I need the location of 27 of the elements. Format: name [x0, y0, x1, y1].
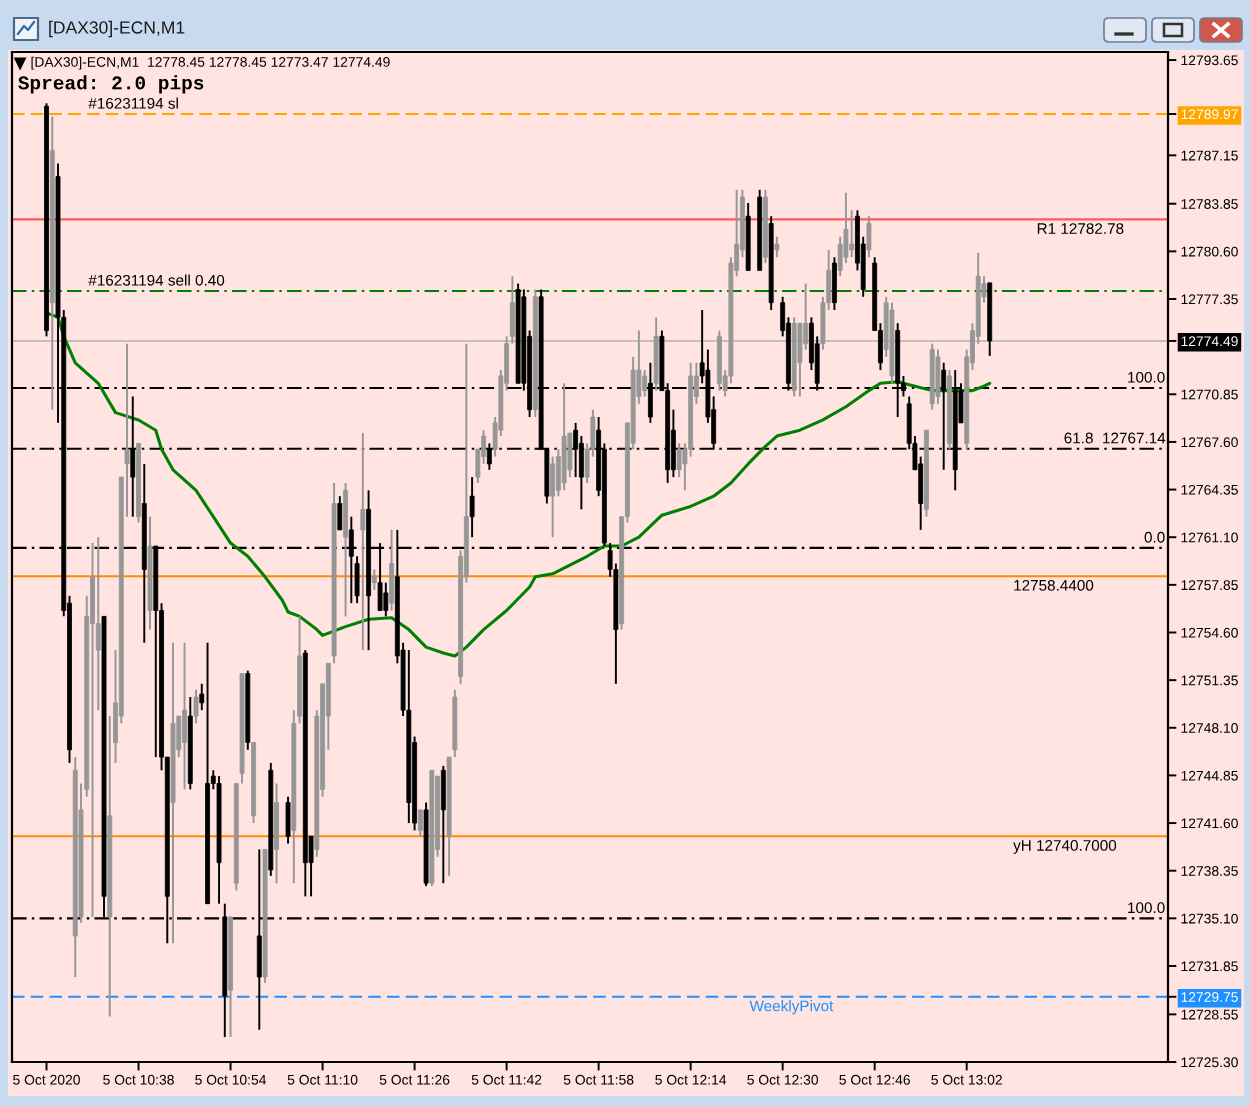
- candlestick: [193, 688, 199, 725]
- candlestick: [360, 432, 366, 652]
- candlestick: [561, 382, 567, 492]
- candlestick: [642, 369, 648, 398]
- candlestick: [866, 215, 872, 259]
- candlestick: [383, 581, 389, 618]
- candlestick: [337, 495, 343, 531]
- candlestick: [417, 808, 423, 838]
- candlestick: [90, 542, 95, 918]
- chart-title: [DAX30]-ECN,M1: [49, 20, 185, 38]
- candlestick: [469, 476, 475, 539]
- candlestick: [182, 641, 187, 791]
- candlestick: [440, 764, 446, 885]
- annotation: Spread: 2.0 pips: [18, 75, 204, 94]
- line-series: [44, 311, 992, 658]
- candlestick: [274, 782, 279, 885]
- candlestick: [831, 256, 837, 311]
- candlestick: [716, 329, 722, 392]
- candlestick: [343, 482, 349, 618]
- candlestick: [285, 795, 291, 845]
- candlestick: [389, 528, 395, 612]
- candlestick: [774, 235, 780, 259]
- candlestick: [935, 348, 941, 405]
- candlestick: [550, 455, 556, 539]
- candlestick: [371, 568, 377, 591]
- candlestick: [653, 316, 659, 392]
- candlestick: [849, 209, 855, 259]
